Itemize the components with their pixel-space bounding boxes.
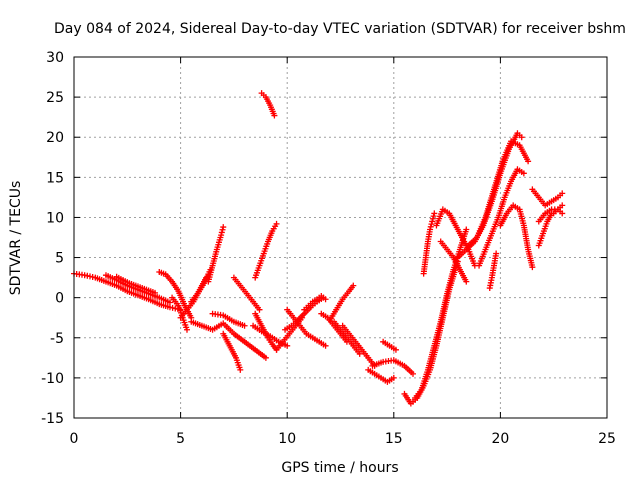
x-tick-label: 5 xyxy=(176,431,185,447)
y-tick-label: 30 xyxy=(46,50,64,66)
data-point xyxy=(427,223,434,230)
x-tick-label: 0 xyxy=(70,431,79,447)
y-tick-label: 15 xyxy=(46,170,64,186)
data-point xyxy=(520,170,527,177)
y-tick-label: 25 xyxy=(46,90,64,106)
y-tick-label: -10 xyxy=(41,371,64,387)
data-points xyxy=(71,90,566,407)
y-tick-label: 10 xyxy=(46,210,64,226)
x-tick-label: 25 xyxy=(598,431,616,447)
y-tick-label: 5 xyxy=(55,251,64,267)
data-point xyxy=(271,112,278,119)
data-point xyxy=(183,326,190,333)
data-point xyxy=(428,221,435,228)
data-point xyxy=(430,213,437,220)
chart-title: Day 084 of 2024, Sidereal Day-to-day VTE… xyxy=(54,21,626,37)
data-point xyxy=(219,226,226,233)
x-tick-label: 20 xyxy=(491,431,509,447)
data-point xyxy=(220,224,227,231)
data-point xyxy=(273,220,280,227)
data-point xyxy=(525,158,532,165)
x-axis-label: GPS time / hours xyxy=(281,460,398,476)
data-point xyxy=(256,306,263,313)
data-point xyxy=(559,190,566,197)
data-point xyxy=(431,210,438,217)
data-point xyxy=(322,342,329,349)
data-point xyxy=(166,299,173,306)
data-point xyxy=(518,134,525,141)
data-point xyxy=(218,229,225,236)
data-point xyxy=(427,226,434,233)
data-point xyxy=(390,374,397,381)
axis-ticks: 0 5 10 15 20 25 -15 -10 -5 0 5 10 15 20 25 30 xyxy=(41,50,616,447)
grid xyxy=(74,57,607,418)
data-point xyxy=(463,278,470,285)
y-tick-label: -15 xyxy=(41,411,64,427)
data-point xyxy=(463,226,470,233)
y-tick-label: 20 xyxy=(46,130,64,146)
data-point xyxy=(409,370,416,377)
data-point xyxy=(262,354,269,361)
data-point xyxy=(320,294,327,301)
data-point xyxy=(350,282,357,289)
data-point xyxy=(559,210,566,217)
y-tick-label: 0 xyxy=(55,291,64,307)
data-point xyxy=(529,264,536,271)
plot-frame xyxy=(73,56,608,419)
data-point xyxy=(356,350,363,357)
data-point xyxy=(284,342,291,349)
x-tick-label: 10 xyxy=(278,431,296,447)
data-point xyxy=(429,218,436,225)
data-point xyxy=(241,322,248,329)
data-point xyxy=(559,202,566,209)
y-axis-label: SDTVAR / TECUs xyxy=(8,181,24,296)
data-point xyxy=(429,215,436,222)
data-point xyxy=(237,366,244,373)
data-point xyxy=(152,289,159,296)
data-point xyxy=(392,346,399,353)
y-tick-label: -5 xyxy=(50,331,64,347)
data-point xyxy=(493,250,500,257)
data-point xyxy=(218,232,225,239)
x-tick-label: 15 xyxy=(385,431,403,447)
